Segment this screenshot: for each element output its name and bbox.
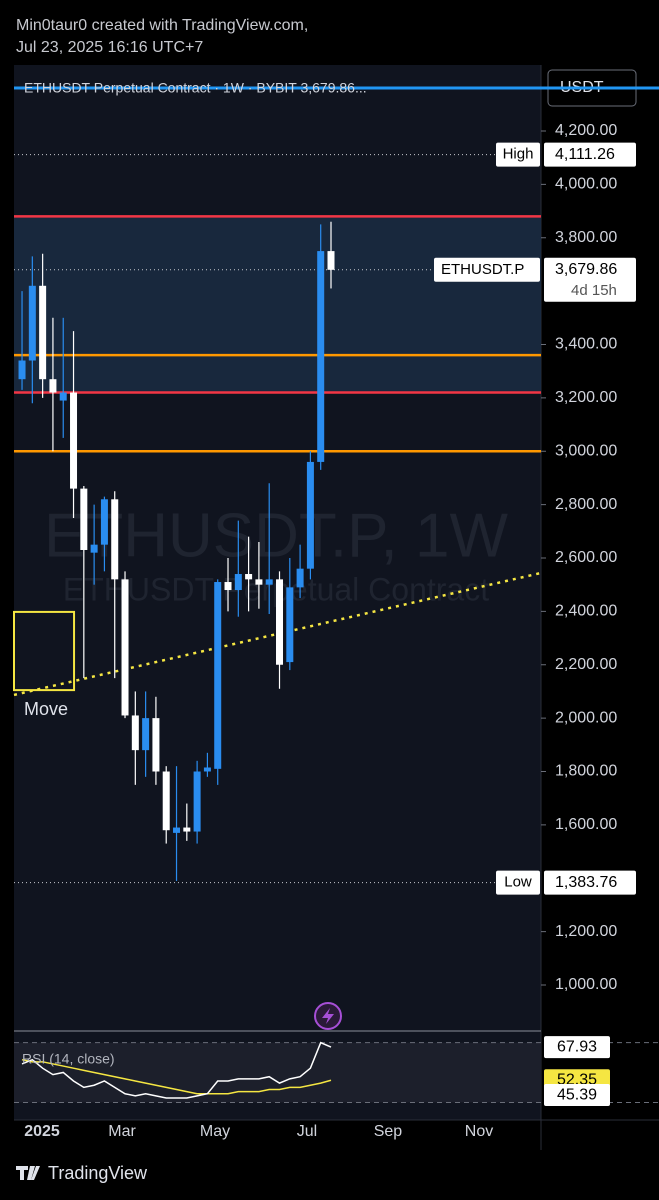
y-tick-label: 2,000.00 bbox=[555, 709, 617, 726]
candle-body bbox=[18, 360, 26, 380]
y-tick-label: 4,200.00 bbox=[555, 122, 617, 139]
y-tick-label: 2,600.00 bbox=[555, 549, 617, 566]
countdown: 4d 15h bbox=[571, 282, 617, 299]
low-name: Low bbox=[504, 874, 532, 891]
candle-body bbox=[296, 568, 304, 588]
candle-body bbox=[183, 827, 191, 832]
x-tick-label: Mar bbox=[108, 1123, 136, 1140]
candle-body bbox=[327, 251, 335, 270]
y-tick-label: 2,400.00 bbox=[555, 603, 617, 620]
brand: TradingView bbox=[48, 1163, 148, 1183]
candle-body bbox=[214, 582, 222, 769]
header-line: Jul 23, 2025 16:16 UTC+7 bbox=[16, 39, 203, 56]
candle-body bbox=[39, 285, 47, 380]
low-label-box bbox=[544, 870, 636, 895]
y-tick-label: 3,800.00 bbox=[555, 229, 617, 246]
high-name-box bbox=[496, 142, 540, 167]
candle-body bbox=[203, 767, 211, 772]
rsi-values bbox=[21, 1041, 332, 1099]
y-tick-label: 3,000.00 bbox=[555, 442, 617, 459]
candle-body bbox=[100, 499, 108, 545]
rsi-label-box bbox=[544, 1036, 610, 1059]
zone bbox=[14, 216, 541, 393]
candle-body bbox=[255, 579, 263, 585]
candle-body bbox=[80, 488, 88, 550]
y-tick-label: 3,200.00 bbox=[555, 389, 617, 406]
candle-body bbox=[173, 827, 181, 833]
y-tick-label: 1,800.00 bbox=[555, 763, 617, 780]
rsi-label-box bbox=[544, 1084, 610, 1107]
low-label: 1,383.76 bbox=[555, 874, 617, 891]
box bbox=[13, 610, 76, 692]
trendline bbox=[13, 571, 542, 697]
candle-body bbox=[111, 499, 119, 580]
candle-body bbox=[234, 574, 242, 591]
last-label: 3,679.86 bbox=[555, 261, 617, 278]
rsi-label: 67.93 bbox=[557, 1038, 597, 1055]
candle-body bbox=[317, 251, 325, 462]
last-name: ETHUSDT.P bbox=[441, 261, 524, 278]
candle-body bbox=[90, 544, 98, 553]
last-label-box bbox=[544, 257, 636, 302]
candle-body bbox=[28, 285, 36, 361]
box-text: Move bbox=[24, 699, 68, 719]
last-name-box bbox=[434, 257, 540, 282]
candle-body bbox=[70, 392, 78, 489]
candle-body bbox=[162, 771, 170, 831]
rsi-title: RSI (14, close) bbox=[22, 1051, 115, 1067]
x-tick-label: Nov bbox=[465, 1123, 493, 1140]
y-tick-label: 2,800.00 bbox=[555, 496, 617, 513]
x-tick-label: 2025 bbox=[24, 1123, 60, 1140]
candle-body bbox=[286, 587, 294, 663]
x-tick-label: Sep bbox=[374, 1123, 403, 1140]
candle-body bbox=[245, 574, 253, 580]
rsi-ma bbox=[21, 1058, 332, 1095]
brand-logo bbox=[16, 1166, 40, 1180]
alert-icon-bolt bbox=[322, 1008, 334, 1024]
candle-body bbox=[276, 579, 284, 665]
high-label: 4,111.26 bbox=[555, 146, 615, 163]
candle-body bbox=[152, 718, 160, 772]
x-tick-label: Jul bbox=[297, 1123, 317, 1140]
high-label-box bbox=[544, 142, 636, 167]
y-tick-label: 2,200.00 bbox=[555, 656, 617, 673]
candle-body bbox=[131, 715, 139, 751]
y-tick-label: 1,600.00 bbox=[555, 816, 617, 833]
y-tick-label: 4,000.00 bbox=[555, 176, 617, 193]
y-tick-label: 1,000.00 bbox=[555, 976, 617, 993]
y-tick-label: 1,200.00 bbox=[555, 923, 617, 940]
candle-body bbox=[49, 379, 57, 393]
candle-body bbox=[306, 461, 314, 569]
candle-body bbox=[224, 582, 232, 591]
high-name: High bbox=[503, 146, 534, 163]
candle-body bbox=[121, 579, 129, 716]
watermark: ETHUSDT.P, 1W bbox=[44, 501, 508, 570]
rsi-label: 45.39 bbox=[557, 1086, 597, 1103]
legend: ETHUSDT Perpetual Contract · 1W · BYBIT … bbox=[24, 80, 367, 96]
header-line: Min0taur0 created with TradingView.com, bbox=[16, 17, 308, 34]
x-tick-label: May bbox=[200, 1123, 230, 1140]
candle-body bbox=[59, 392, 67, 401]
candle-body bbox=[142, 718, 150, 751]
candle-body bbox=[265, 579, 273, 585]
y-tick-label: 3,400.00 bbox=[555, 336, 617, 353]
candle-body bbox=[193, 771, 201, 832]
rsi-band-fill bbox=[14, 1042, 541, 1103]
low-name-box bbox=[496, 870, 540, 895]
